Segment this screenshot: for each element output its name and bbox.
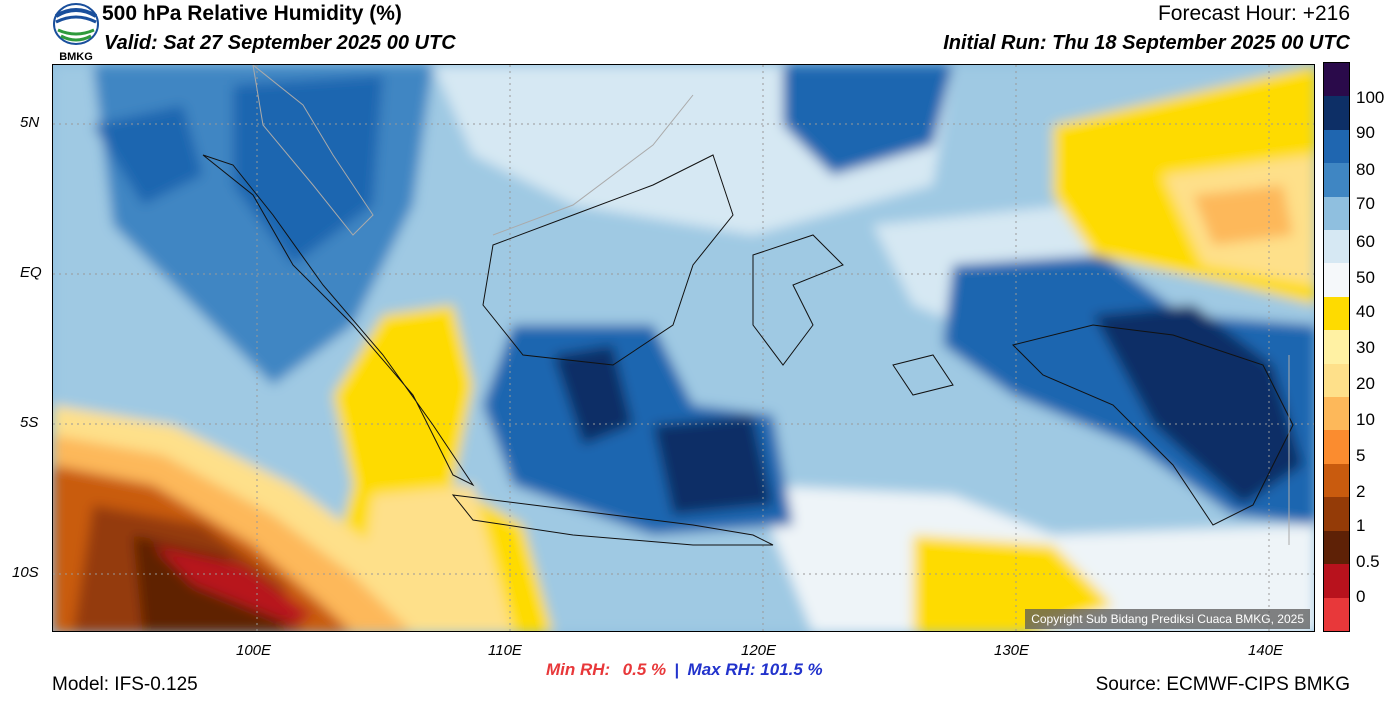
colorbar-label: 0.5: [1356, 552, 1380, 571]
bmkg-logo-icon: [53, 3, 99, 45]
colorbar-label: 80: [1356, 160, 1375, 179]
copyright-notice: Copyright Sub Bidang Prediksi Cuaca BMKG…: [1025, 609, 1310, 629]
lat-tick-5n: 5N: [20, 114, 40, 131]
colorbar-segment: [1324, 430, 1349, 464]
colorbar-label: 100: [1356, 88, 1385, 107]
colorbar-label: 70: [1356, 194, 1375, 213]
colorbar-segment: [1324, 263, 1349, 297]
colorbar-label: 30: [1356, 338, 1375, 357]
humidity-map: Copyright Sub Bidang Prediksi Cuaca BMKG…: [52, 64, 1315, 632]
data-source: Source: ECMWF-CIPS BMKG: [1095, 674, 1350, 695]
lon-tick-140e: 140E: [1248, 642, 1284, 659]
colorbar-segment: [1324, 196, 1349, 231]
colorbar-segment: [1324, 230, 1349, 264]
lat-tick-5s: 5S: [20, 414, 39, 431]
map-title: 500 hPa Relative Humidity (%): [102, 2, 402, 25]
colorbar-segment: [1324, 296, 1349, 331]
colorbar-label: 50: [1356, 268, 1375, 287]
colorbar-label: 0: [1356, 587, 1366, 606]
valid-time: Valid: Sat 27 September 2025 00 UTC: [104, 32, 456, 54]
colorbar-segment: [1324, 564, 1349, 598]
stats-separator: |: [674, 662, 680, 679]
colorbar-segment: [1324, 497, 1349, 531]
min-rh-value: 0.5 %: [622, 660, 667, 679]
bmkg-logo: BMKG: [52, 2, 100, 63]
logo-text: BMKG: [59, 51, 93, 63]
lat-tick-eq: EQ: [20, 264, 42, 281]
min-rh-label: Min RH:: [546, 660, 611, 679]
lon-tick-120e: 120E: [741, 642, 777, 659]
colorbar-segment: [1324, 530, 1349, 565]
colorbar-segment: [1324, 163, 1349, 197]
colorbar-segment: [1324, 129, 1349, 164]
colorbar-segment: [1324, 363, 1349, 398]
colorbar-label: 40: [1356, 302, 1375, 321]
forecast-hour: Forecast Hour: +216: [1157, 2, 1350, 25]
initial-run: Initial Run: Thu 18 September 2025 00 UT…: [943, 32, 1350, 54]
colorbar-segment: [1324, 397, 1349, 431]
colorbar-label: 20: [1356, 374, 1375, 393]
colorbar-label: 90: [1356, 123, 1375, 142]
colorbar-label: 60: [1356, 232, 1375, 251]
colorbar-segment: [1324, 463, 1349, 498]
colorbar-label: 10: [1356, 410, 1375, 429]
colorbar-segment: [1324, 63, 1349, 97]
lon-tick-100e: 100E: [236, 642, 272, 659]
colorbar-segment: [1324, 330, 1349, 364]
humidity-field: [53, 65, 1314, 631]
colorbar-label: 1: [1356, 516, 1366, 535]
colorbar-segment: [1324, 96, 1349, 130]
rh-stats: Min RH: 0.5 % | Max RH: 101.5 %: [546, 660, 823, 680]
lat-tick-10s: 10S: [12, 564, 39, 581]
colorbar: [1323, 62, 1350, 632]
max-rh: Max RH: 101.5 %: [687, 660, 823, 679]
model-name: Model: IFS-0.125: [52, 674, 198, 695]
colorbar-segment: [1324, 597, 1349, 631]
colorbar-label: 2: [1356, 482, 1366, 501]
lon-tick-130e: 130E: [994, 642, 1030, 659]
lon-tick-110e: 110E: [488, 642, 522, 659]
colorbar-label: 5: [1356, 446, 1366, 465]
